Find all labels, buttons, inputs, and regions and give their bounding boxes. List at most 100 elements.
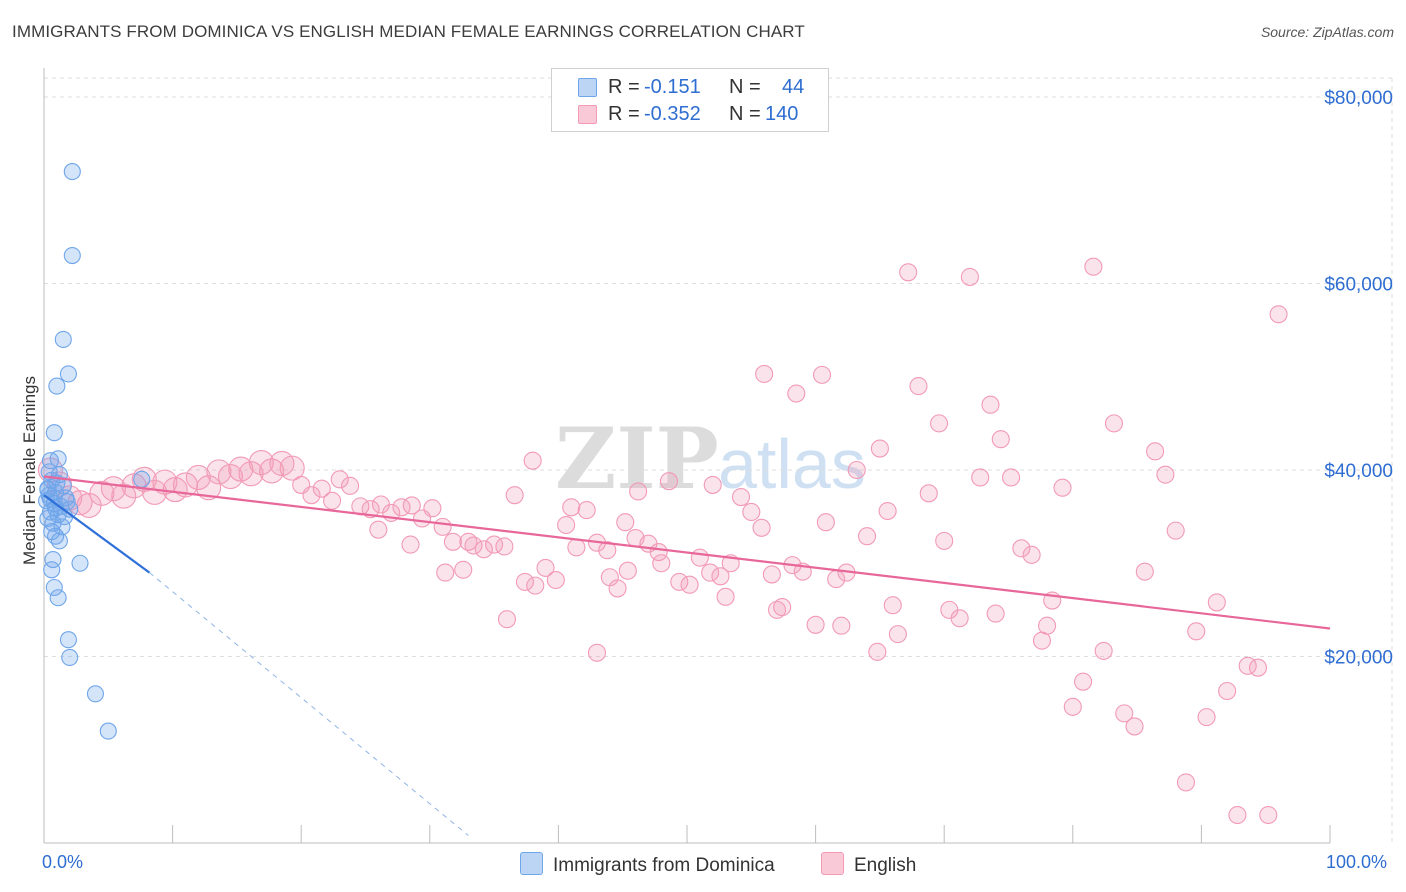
english-point bbox=[587, 643, 607, 662]
english-point bbox=[960, 267, 979, 287]
r-label: R = bbox=[608, 103, 640, 125]
dominica-point bbox=[45, 578, 63, 597]
dominica-point bbox=[48, 377, 66, 395]
english-point bbox=[567, 538, 586, 557]
y-tick-label: $60,000 bbox=[1324, 275, 1393, 296]
english-point bbox=[787, 384, 806, 403]
english-point bbox=[302, 486, 321, 505]
english-point bbox=[323, 491, 342, 510]
r-value: -0.151 bbox=[644, 76, 701, 98]
english-point bbox=[1084, 257, 1103, 276]
english-point bbox=[847, 460, 866, 480]
english-point bbox=[248, 449, 274, 476]
english-point bbox=[950, 609, 969, 628]
english-point bbox=[526, 576, 545, 595]
english-point bbox=[1248, 658, 1268, 677]
english-point bbox=[981, 395, 1000, 414]
legend-label-english: English bbox=[854, 855, 917, 876]
english-point bbox=[971, 468, 990, 487]
dominica-trend-extension bbox=[149, 572, 469, 836]
y-tick-label: $20,000 bbox=[1324, 648, 1393, 669]
english-legend-swatch bbox=[821, 852, 844, 875]
english-point bbox=[626, 529, 645, 548]
english-point bbox=[878, 501, 897, 521]
y-tick-label: $80,000 bbox=[1324, 88, 1393, 109]
english-point bbox=[279, 455, 305, 481]
english-point bbox=[1269, 305, 1288, 324]
dominica-point bbox=[71, 554, 89, 572]
english-point bbox=[1022, 545, 1041, 564]
english-point bbox=[767, 600, 787, 619]
english-point bbox=[659, 472, 679, 491]
english-point bbox=[703, 475, 722, 494]
english-point bbox=[816, 513, 835, 532]
english-point bbox=[883, 596, 902, 615]
english-point bbox=[935, 531, 954, 550]
chart-title: IMMIGRANTS FROM DOMINICA VS ENGLISH MEDI… bbox=[12, 22, 805, 41]
english-point bbox=[577, 501, 596, 520]
dominica-point bbox=[54, 330, 72, 349]
english-point bbox=[402, 496, 421, 515]
dominica-swatch bbox=[578, 78, 597, 97]
english-point bbox=[930, 414, 949, 433]
english-point bbox=[1176, 773, 1196, 792]
dominica-point bbox=[43, 561, 61, 579]
english-point bbox=[1197, 708, 1216, 727]
series-legend: Immigrants from Dominica English bbox=[0, 852, 1406, 878]
english-point bbox=[888, 625, 907, 644]
english-point bbox=[870, 439, 889, 458]
english-point bbox=[1207, 593, 1226, 612]
x-min-label: 0.0% bbox=[42, 852, 84, 872]
english-point bbox=[755, 364, 774, 384]
english-point bbox=[806, 615, 825, 634]
english-point bbox=[716, 587, 735, 606]
english-point bbox=[423, 499, 442, 518]
english-point bbox=[1053, 478, 1072, 497]
english-point bbox=[1038, 616, 1057, 635]
r-value: -0.352 bbox=[644, 103, 701, 125]
english-point bbox=[598, 541, 617, 560]
english-point bbox=[812, 365, 832, 384]
english-point bbox=[1002, 468, 1021, 487]
english-point bbox=[546, 570, 565, 590]
source-credit: Source: ZipAtlas.com bbox=[1260, 24, 1394, 40]
english-point bbox=[459, 532, 478, 551]
y-axis-label: Median Female Earnings bbox=[20, 376, 39, 565]
english-point bbox=[1135, 562, 1154, 581]
english-point bbox=[523, 451, 542, 470]
english-point bbox=[1146, 442, 1165, 461]
english-point bbox=[690, 548, 709, 567]
dominica-point bbox=[99, 722, 117, 740]
english-point bbox=[670, 572, 689, 591]
english-point bbox=[857, 527, 877, 546]
dominica-point bbox=[53, 518, 71, 536]
x-max-label: 100.0% bbox=[1326, 852, 1388, 872]
correlation-legend: R = -0.151 N = 44 R = -0.352 N = 140 bbox=[551, 68, 829, 132]
english-point bbox=[217, 463, 244, 490]
english-point bbox=[557, 515, 576, 535]
english-trend-line bbox=[43, 475, 1331, 630]
english-point bbox=[341, 476, 360, 495]
english-point bbox=[436, 563, 455, 582]
english-point bbox=[369, 520, 388, 539]
english-point bbox=[1156, 465, 1175, 484]
english-point bbox=[196, 475, 222, 501]
english-point bbox=[361, 500, 380, 519]
english-point bbox=[454, 560, 473, 579]
english-point bbox=[1104, 414, 1124, 433]
english-point bbox=[312, 479, 331, 498]
english-point bbox=[259, 458, 285, 484]
legend-label-dominica: Immigrants from Dominica bbox=[553, 855, 775, 876]
legend-row-dominica: R = -0.151 N = 44 bbox=[552, 74, 828, 100]
dominica-trend-line bbox=[43, 494, 151, 574]
english-point bbox=[711, 567, 730, 586]
english-point bbox=[773, 598, 792, 617]
english-point bbox=[909, 377, 928, 396]
english-point bbox=[1094, 641, 1113, 660]
dominica-point bbox=[49, 589, 67, 607]
english-point bbox=[752, 518, 771, 537]
english-point bbox=[600, 568, 619, 587]
watermark-atlas: atlas bbox=[718, 425, 866, 503]
english-point bbox=[919, 484, 938, 503]
english-point bbox=[1228, 805, 1247, 825]
